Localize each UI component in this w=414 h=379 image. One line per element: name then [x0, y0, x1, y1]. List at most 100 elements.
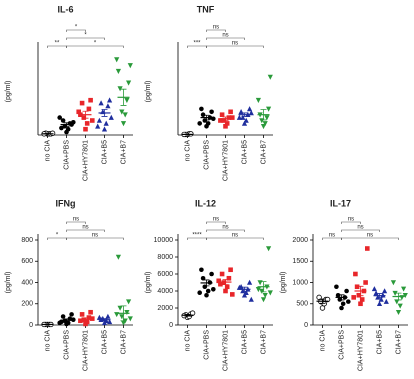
x-tick-label: no CIA [184, 140, 191, 162]
point [243, 117, 249, 123]
point [117, 305, 123, 311]
significance-bracket [206, 237, 264, 240]
error-bar [82, 110, 89, 119]
x-tick-label: CIA+B5 [101, 140, 108, 164]
point [262, 121, 268, 127]
point [219, 271, 225, 277]
point [218, 281, 223, 287]
y-axis-label: (pg/ml) [5, 272, 12, 294]
point [86, 106, 92, 112]
point [397, 303, 403, 309]
point [98, 100, 104, 106]
error-bar [222, 116, 229, 121]
point [105, 103, 111, 109]
point [81, 115, 87, 120]
significance-bracket [206, 45, 264, 48]
point [223, 124, 228, 129]
point [124, 97, 130, 103]
point [353, 271, 358, 277]
significance-label: **** [192, 233, 202, 239]
point [101, 126, 108, 132]
point [57, 320, 62, 326]
significance-label: ns [367, 233, 373, 239]
x-tick-label: CIA+B5 [241, 330, 248, 354]
significance-label: ns [329, 233, 335, 239]
y-tick-label: 6000 [157, 271, 173, 278]
point [230, 115, 235, 120]
point [316, 294, 322, 301]
error-bar [101, 109, 108, 117]
error-bar [120, 305, 127, 322]
x-tick-label: no CIA [319, 330, 326, 352]
significance-label: ns [213, 25, 219, 31]
point [114, 57, 120, 63]
point [216, 278, 221, 284]
point [383, 298, 389, 304]
point [205, 288, 211, 294]
point [224, 284, 230, 290]
significance-bracket [206, 37, 245, 40]
significance-label: ns [92, 233, 98, 239]
chart-title: IL-12 [195, 198, 216, 208]
point [88, 309, 93, 315]
x-tick-label: CIA+PBS [203, 140, 210, 170]
y-tick-label: 4000 [157, 288, 173, 295]
point [78, 318, 83, 324]
point [334, 284, 339, 290]
point [103, 120, 109, 126]
point [248, 110, 254, 116]
error-bar [222, 279, 229, 286]
point [209, 109, 214, 115]
point [257, 280, 263, 286]
point [199, 267, 204, 273]
x-tick-label: CIA+HY7801 [357, 330, 364, 371]
point [90, 316, 95, 321]
significance-bracket [341, 229, 380, 232]
point [204, 292, 209, 298]
point [390, 280, 396, 286]
point [335, 292, 341, 298]
x-tick-label: CIA+B7 [395, 330, 402, 354]
point [115, 68, 121, 74]
point [79, 100, 85, 106]
error-bar [203, 279, 210, 287]
point [71, 119, 76, 125]
y-tick-label: 10000 [154, 237, 174, 244]
chart-title: IL-6 [57, 4, 73, 14]
point [340, 301, 346, 307]
point [57, 115, 62, 120]
point [117, 86, 123, 92]
error-bar [184, 313, 191, 317]
point [79, 312, 85, 317]
point [200, 275, 206, 281]
point [373, 290, 379, 296]
significance-bracket [66, 45, 124, 48]
y-tick-label: 8000 [157, 254, 173, 261]
significance-label: ns [348, 217, 354, 223]
y-axis-label: (pg/ml) [145, 81, 152, 103]
error-bar [260, 109, 267, 121]
significance-label: * [94, 41, 97, 47]
significance-bracket [206, 221, 226, 224]
significance-label: ns [213, 217, 219, 223]
point [71, 317, 76, 322]
point [88, 97, 93, 103]
point [371, 286, 377, 292]
x-tick-label: CIA+B7 [260, 140, 267, 164]
point [248, 296, 254, 302]
significance-label: ns [222, 33, 228, 39]
point [60, 118, 66, 123]
point [365, 246, 370, 251]
y-tick-label: 800 [21, 237, 33, 244]
significance-label: * [56, 233, 59, 239]
error-bar [241, 112, 248, 117]
y-tick-label: 2000 [292, 237, 308, 244]
x-tick-label: CIA+HY7801 [222, 140, 229, 181]
significance-bracket [66, 237, 124, 240]
point [197, 290, 202, 296]
point [395, 309, 402, 316]
error-bar [319, 298, 326, 304]
significance-label: ns [222, 225, 228, 231]
error-bar [120, 88, 127, 106]
point [402, 292, 408, 299]
